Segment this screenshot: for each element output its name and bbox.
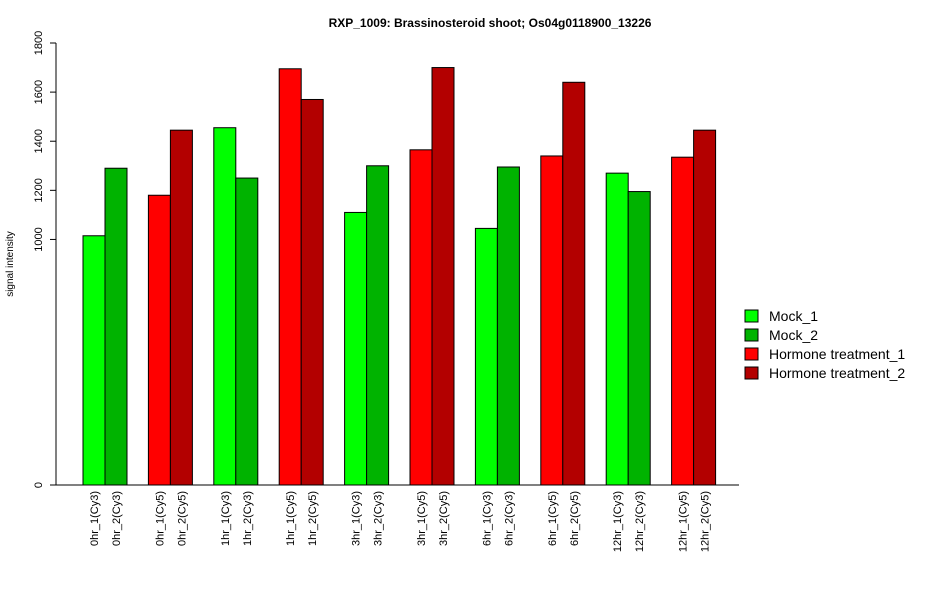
bar [409,149,433,486]
bar [169,129,193,486]
bar [671,156,695,486]
bars-group [82,67,717,486]
x-tick-label: 0hr_1(Cy5) [154,491,166,546]
y-tick-label: 1600 [33,80,45,104]
legend-label: Hormone treatment_2 [769,365,905,381]
x-tick-label: 1hr_1(Cy3) [220,491,232,546]
bar [496,166,520,486]
chart-title: RXP_1009: Brassinosteroid shoot; Os04g01… [329,16,652,30]
x-tick-label: 1hr_2(Cy5) [307,491,319,546]
bar [278,68,302,486]
y-axis: 0 1000 1200 1400 1600 1800 [33,31,57,488]
bar [300,98,324,486]
legend-swatch [744,366,759,380]
bar [562,81,586,486]
x-tick-label: 6hr_2(Cy3) [503,491,515,546]
bar [627,191,651,486]
bar [540,155,564,486]
bar [104,167,128,486]
legend-swatch [744,347,759,361]
x-tick-label: 0hr_2(Cy5) [176,491,188,546]
bar [431,67,455,486]
y-tick-label: 1400 [33,129,45,153]
bar [366,165,390,486]
y-axis-label: signal intensity [5,231,16,297]
x-tick-label: 3hr_2(Cy3) [373,491,385,546]
x-tick-label: 1hr_2(Cy3) [242,491,254,546]
bar [344,211,368,486]
x-tick-label: 3hr_1(Cy3) [351,491,363,546]
x-tick-labels: 0hr_1(Cy3) 0hr_2(Cy3) 0hr_1(Cy5) 0hr_2(Cy5)… [89,491,712,552]
x-tick-label: 0hr_1(Cy3) [89,491,101,546]
y-tick-label: 0 [33,482,45,488]
bar [474,227,498,486]
bar [235,177,259,486]
bar [605,172,629,486]
x-tick-label: 12hr_1(Cy3) [612,491,624,552]
x-tick-label: 12hr_2(Cy5) [700,491,712,552]
legend-label: Mock_1 [769,308,818,324]
x-tick-label: 12hr_1(Cy5) [678,491,690,552]
y-tick-label: 1000 [33,227,45,251]
legend-label: Mock_2 [769,327,818,343]
bar [82,235,106,486]
legend-swatch [744,328,759,342]
bar [693,129,717,486]
legend-label: Hormone treatment_1 [769,346,905,362]
legend: Mock_1 Mock_2 Hormone treatment_1 Hormone t… [744,308,905,381]
x-tick-label: 0hr_2(Cy3) [111,491,123,546]
y-tick-label: 1800 [33,31,45,55]
x-tick-label: 6hr_1(Cy5) [547,491,559,546]
x-tick-label: 1hr_1(Cy5) [285,491,297,546]
x-tick-label: 12hr_2(Cy3) [634,491,646,552]
bar [213,127,237,486]
x-tick-label: 3hr_1(Cy5) [416,491,428,546]
x-tick-label: 3hr_2(Cy5) [438,491,450,546]
x-tick-label: 6hr_2(Cy5) [569,491,581,546]
bar [147,194,171,486]
y-tick-label: 1200 [33,178,45,202]
x-tick-label: 6hr_1(Cy3) [481,491,493,546]
legend-swatch [744,309,759,323]
